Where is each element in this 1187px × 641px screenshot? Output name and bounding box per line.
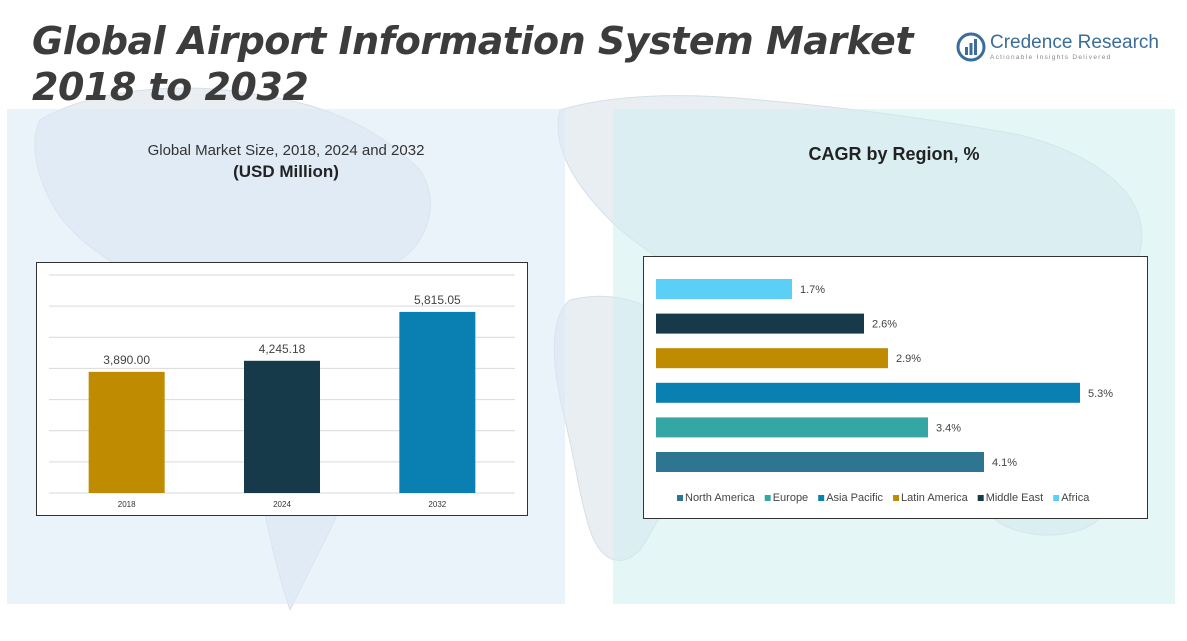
bar-2032 [399, 311, 476, 493]
legend-swatch-north-america [677, 495, 683, 501]
brand-logo: Credence Research Actionable Insights De… [956, 30, 1159, 70]
legend-swatch-asia-pacific [818, 495, 825, 501]
legend-swatch-africa [1053, 495, 1060, 501]
legend-label-middle-east: Middle East [986, 492, 1043, 504]
logo-brand-name: Credence Research [990, 32, 1159, 53]
cagr-title: CAGR by Region, % [808, 144, 980, 164]
bar-north-america [656, 452, 984, 472]
legend-label-asia-pacific: Asia Pacific [826, 492, 883, 504]
bar-middle-east [656, 313, 864, 334]
x-tick-label-2024: 2024 [273, 500, 291, 509]
legend-swatch-europe [764, 495, 771, 501]
bar-value-label-north-america: 4.1% [992, 457, 1017, 469]
bar-2018 [88, 371, 165, 493]
bar-value-label-latin-america: 2.9% [896, 353, 921, 365]
bar-europe [656, 417, 928, 438]
bar-africa [656, 279, 792, 299]
cagr-chart: 1.7% 2.6% 2.9% 5.3% 3.4% 4.1% North America Eur… [643, 256, 1148, 519]
legend-swatch-middle-east [977, 495, 984, 501]
bar-value-label-middle-east: 2.6% [872, 319, 897, 331]
legend-label-north-america: North America [685, 492, 756, 504]
x-tick-label-2032: 2032 [428, 500, 446, 509]
bar-value-label-asia-pacific: 5.3% [1088, 388, 1113, 400]
page-title: Global Airport Information System Market… [32, 19, 914, 109]
bar-2024 [244, 360, 320, 493]
bar-value-label-africa: 1.7% [800, 284, 825, 296]
logo-icon [956, 32, 986, 62]
bar-latin-america [656, 348, 888, 369]
legend-label-europe: Europe [773, 492, 808, 504]
market-size-title: Global Market Size, 2018, 2024 and 2032 [147, 142, 425, 159]
market-size-bar-chart: 3,890.00 2018 4,245.18 2024 5,815.05 2032 [49, 274, 515, 509]
cagr-bar-chart: 1.7% 2.6% 2.9% 5.3% 3.4% 4.1% North America Eur… [656, 279, 1113, 504]
bar-value-label-europe: 3.4% [936, 422, 961, 434]
market-size-chart: 3,890.00 2018 4,245.18 2024 5,815.05 2032 [36, 262, 528, 516]
x-tick-label-2018: 2018 [118, 500, 136, 509]
bar-asia-pacific [656, 382, 1080, 403]
legend-swatch-latin-america [893, 495, 900, 501]
bar-value-label-2018: 3,890.00 [103, 353, 150, 367]
market-size-unit: (USD Million) [233, 162, 339, 181]
legend-label-latin-america: Latin America [901, 492, 969, 504]
legend-label-africa: Africa [1061, 492, 1090, 504]
bar-value-label-2032: 5,815.05 [414, 293, 461, 307]
logo-tagline: Actionable Insights Delivered [990, 54, 1112, 61]
bar-value-label-2024: 4,245.18 [259, 342, 306, 356]
